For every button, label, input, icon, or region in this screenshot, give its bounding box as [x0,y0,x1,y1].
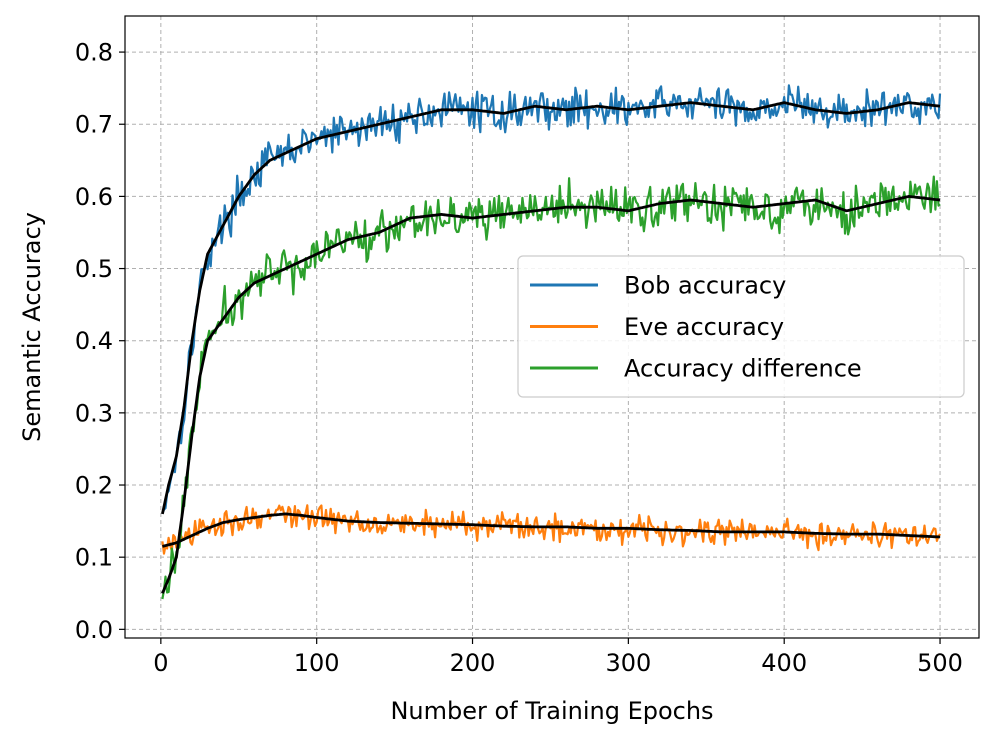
x-tick-label: 100 [294,649,340,677]
y-tick-label: 0.6 [75,183,113,211]
x-axis-ticks: 0 100 200 300 400 500 [153,638,963,677]
x-tick-label: 500 [917,649,963,677]
legend-label-2: Accuracy difference [624,355,862,383]
y-tick-label: 0.2 [75,472,113,500]
y-tick-label: 0.7 [75,111,113,139]
legend-label-0: Bob accuracy [624,272,786,300]
x-tick-label: 300 [605,649,651,677]
smoothed-line-1 [162,512,941,548]
x-axis-label: Number of Training Epochs [390,697,713,725]
x-tick-label: 400 [761,649,807,677]
y-tick-label: 0.5 [75,255,113,283]
plot-frame [124,15,980,639]
legend-label-1: Eve accuracy [624,313,784,341]
y-tick-label: 0.8 [75,39,113,67]
y-tick-label: 0.4 [75,327,113,355]
legend: Bob accuracy Eve accuracy Accuracy differe… [517,255,965,398]
smoothed-line-0 [161,101,941,515]
smoothed-line-2 [161,195,941,594]
legend-box [517,255,965,398]
y-tick-label: 0.0 [75,616,113,644]
y-axis-label: Semantic Accuracy [18,212,46,442]
y-tick-label: 0.1 [75,544,113,572]
series-line-2 [161,175,941,600]
x-tick-label: 0 [153,649,168,677]
y-tick-label: 0.3 [75,399,113,427]
x-tick-label: 200 [450,649,496,677]
smoothed-lines [161,101,941,594]
y-axis-ticks: 0.0 0.1 0.2 0.3 0.4 0.5 0.6 0.7 0.8 [75,39,125,644]
